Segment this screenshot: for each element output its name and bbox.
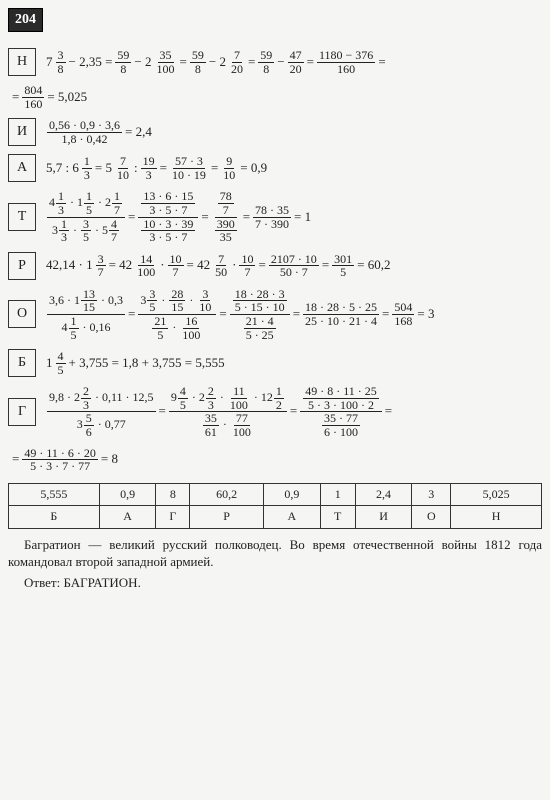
equation-row: И 0,56 · 0,9 · 3,61,8 · 0,42 = 2,4 [8, 118, 542, 146]
table-cell: 5,555 [9, 483, 100, 506]
answer-value: БАГРАТИОН. [63, 575, 140, 590]
table-cell: 1 [320, 483, 355, 506]
table-cell: И [355, 506, 412, 529]
equation: 0,56 · 0,9 · 3,61,8 · 0,42 = 2,4 [46, 119, 152, 145]
table-cell: Б [9, 506, 100, 529]
table-row: Б А Г Р А Т И О Н [9, 506, 542, 529]
table-cell: Н [451, 506, 542, 529]
equation-row: Б 145 + 3,755 = 1,8 + 3,755 = 5,555 [8, 349, 542, 377]
table-cell: 5,025 [451, 483, 542, 506]
letter-box: Р [8, 252, 36, 280]
equation-cont: = 49 · 11 · 6 · 205 · 3 · 7 · 77 = 8 [12, 447, 542, 473]
equation: 413 · 115 · 217 313 · 35 · 547 = 13 · 6 … [46, 190, 311, 243]
answer-table: 5,555 0,9 8 60,2 0,9 1 2,4 3 5,025 Б А Г… [8, 483, 542, 529]
equation-row: О 3,6 · 11315 · 0,3 415 · 0,16 = 335 · 2… [8, 288, 542, 341]
table-cell: А [99, 506, 156, 529]
equation: 3,6 · 11315 · 0,3 415 · 0,16 = 335 · 281… [46, 288, 434, 341]
equation-cont: = 804160 = 5,025 [12, 84, 542, 110]
table-row: 5,555 0,9 8 60,2 0,9 1 2,4 3 5,025 [9, 483, 542, 506]
letter-box: Б [8, 349, 36, 377]
table-cell: 2,4 [355, 483, 412, 506]
table-cell: 60,2 [190, 483, 264, 506]
footer-text: Багратион — великий русский полководец. … [8, 537, 542, 571]
equation-row: Г 9,8 · 223 · 0,11 · 12,5 356 · 0,77 = 9… [8, 385, 542, 438]
answer-label: Ответ: [24, 575, 60, 590]
table-cell: 0,9 [264, 483, 321, 506]
table-cell: 8 [156, 483, 190, 506]
table-cell: Р [190, 506, 264, 529]
equation-row: Н 738 − 2,35 = 598 − 235100 = 598 − 2720… [8, 48, 542, 76]
table-cell: А [264, 506, 321, 529]
equation-row: Р 42,14 · 137 = 4214100 · 107 = 42750 · … [8, 252, 542, 280]
equation: 42,14 · 137 = 4214100 · 107 = 42750 · 10… [46, 253, 391, 279]
table-cell: Г [156, 506, 190, 529]
table-cell: 0,9 [99, 483, 156, 506]
letter-box: И [8, 118, 36, 146]
equation: 738 − 2,35 = 598 − 235100 = 598 − 2720 =… [46, 49, 386, 75]
table-cell: Т [320, 506, 355, 529]
equation-row: А 5,7 : 613 = 5710 : 193 = 57 · 310 · 19… [8, 154, 542, 182]
letter-box: Г [8, 398, 36, 426]
table-cell: 3 [412, 483, 451, 506]
letter-box: Н [8, 48, 36, 76]
answer-line: Ответ: БАГРАТИОН. [8, 575, 542, 592]
letter-box: О [8, 300, 36, 328]
equation: 145 + 3,755 = 1,8 + 3,755 = 5,555 [46, 350, 225, 376]
equation-row: Т 413 · 115 · 217 313 · 35 · 547 = 13 · … [8, 190, 542, 243]
problem-number: 204 [8, 8, 43, 32]
equation: 9,8 · 223 · 0,11 · 12,5 356 · 0,77 = 945… [46, 385, 392, 438]
letter-box: А [8, 154, 36, 182]
letter-box: Т [8, 203, 36, 231]
table-cell: О [412, 506, 451, 529]
equation: 5,7 : 613 = 5710 : 193 = 57 · 310 · 19 =… [46, 155, 267, 181]
